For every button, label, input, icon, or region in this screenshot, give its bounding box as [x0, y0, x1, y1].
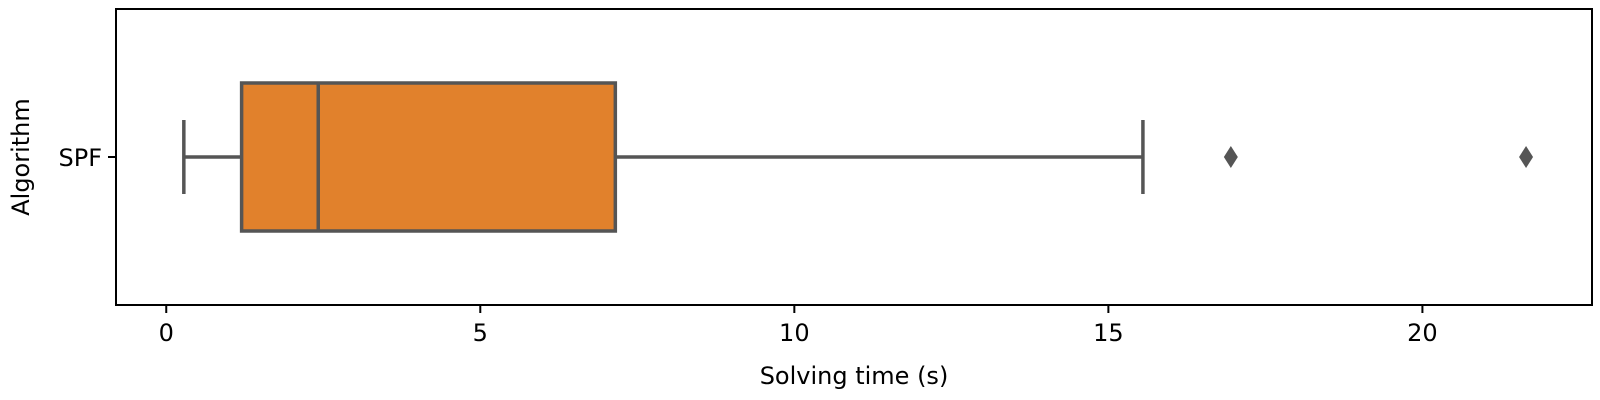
y-tick-label: SPF: [58, 144, 102, 172]
iqr-box: [242, 83, 616, 231]
x-tick-label: 5: [473, 319, 488, 347]
x-axis-ticks: 0 5 10 15 20: [159, 305, 1438, 347]
x-axis-label: Solving time (s): [760, 362, 949, 390]
y-axis-ticks: SPF: [58, 144, 116, 172]
x-tick-label: 0: [159, 319, 174, 347]
y-axis-label: Algorithm: [7, 98, 35, 216]
x-tick-label: 10: [779, 319, 810, 347]
x-tick-label: 20: [1407, 319, 1438, 347]
x-tick-label: 15: [1093, 319, 1124, 347]
